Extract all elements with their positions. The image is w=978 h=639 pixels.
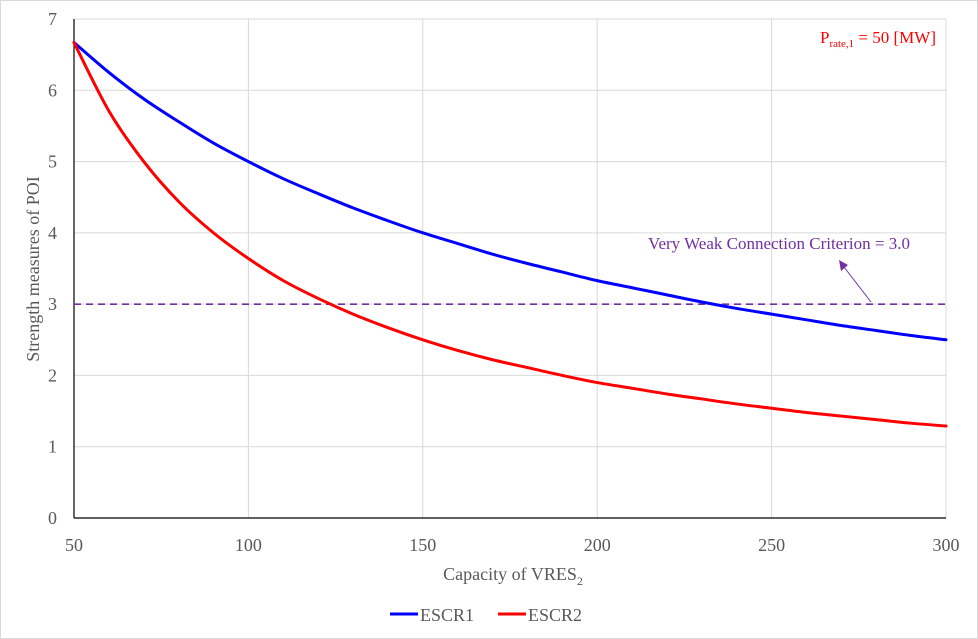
- legend: ESCR1 ESCR2: [390, 605, 582, 625]
- axes: [73, 19, 946, 519]
- x-tick-label: 300: [933, 535, 960, 555]
- x-tick-label: 200: [584, 535, 611, 555]
- series-line-escr2: [72, 41, 948, 428]
- x-tick-label: 100: [235, 535, 262, 555]
- y-tick-label: 4: [48, 223, 57, 243]
- rating-annotation-value: = 50 [MW]: [854, 28, 936, 47]
- gridlines: [74, 18, 947, 518]
- y-tick-label: 6: [48, 80, 57, 100]
- y-tick-label: 2: [48, 365, 57, 385]
- legend-label-escr1: ESCR1: [420, 605, 474, 625]
- y-tick-label: 0: [48, 508, 57, 528]
- criterion-arrow-line: [843, 266, 872, 303]
- x-axis-title-main: Capacity of VRES: [443, 564, 577, 584]
- x-tick-label: 250: [758, 535, 785, 555]
- legend-label-escr2: ESCR2: [528, 605, 582, 625]
- series-line-escr1: [72, 41, 948, 342]
- rating-annotation-subscript: rate,1: [829, 38, 854, 50]
- x-tick-label: 150: [409, 535, 436, 555]
- y-tick-label: 5: [48, 152, 57, 172]
- criterion-arrowhead: [839, 260, 848, 271]
- tick-labels: 0 1 2 3 4 5 6 7 50 100 150 200 250 300: [48, 9, 960, 555]
- y-axis-title: Strength measures of POI: [23, 176, 43, 361]
- criterion-annotation: Very Weak Connection Criterion = 3.0: [648, 234, 910, 253]
- y-tick-label: 3: [48, 294, 57, 314]
- y-tick-label: 7: [48, 9, 57, 29]
- x-tick-label: 50: [65, 535, 83, 555]
- y-tick-label: 1: [48, 437, 57, 457]
- rating-annotation: Prate,1 = 50 [MW]: [820, 28, 936, 50]
- x-axis-title-subscript: 2: [577, 574, 583, 588]
- series-group: [72, 41, 948, 428]
- rating-annotation-main: P: [820, 28, 829, 47]
- x-axis-title: Capacity of VRES2: [443, 564, 583, 588]
